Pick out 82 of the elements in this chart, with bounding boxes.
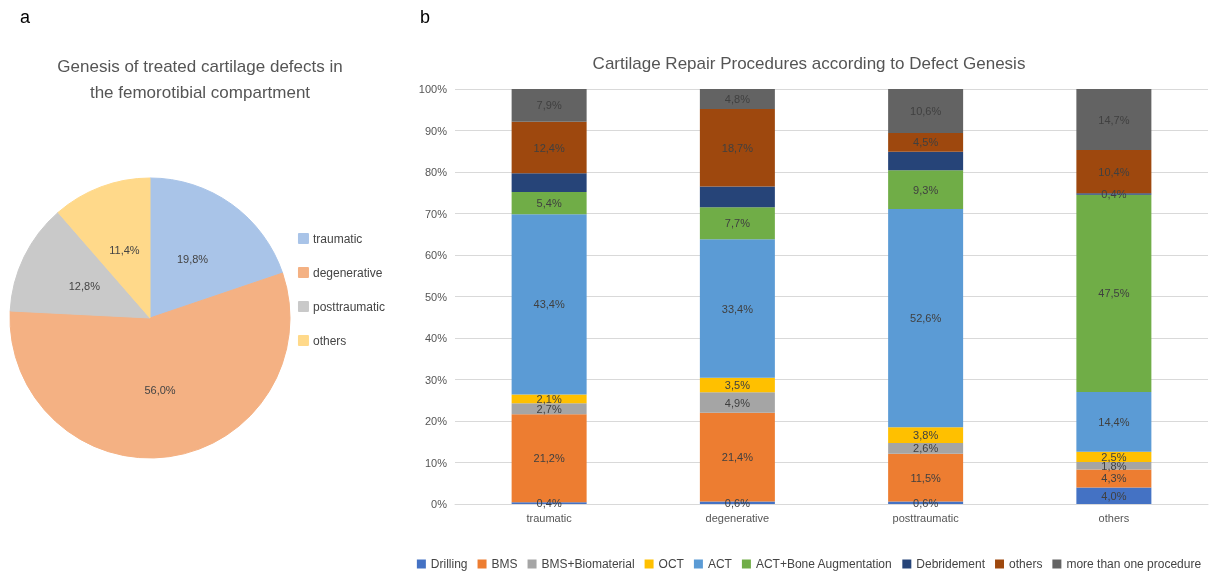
bar — [1076, 89, 1152, 151]
bar — [699, 239, 775, 378]
bar — [1076, 391, 1152, 452]
bar — [888, 208, 964, 428]
data-label: 7,7% — [724, 217, 751, 230]
bar — [699, 186, 775, 208]
bar — [888, 89, 964, 133]
data-label: 5,4% — [536, 197, 562, 210]
data-label: 12,8% — [68, 280, 101, 293]
y-tick-label: 80% — [424, 166, 448, 178]
data-label: 4,5% — [913, 136, 939, 149]
y-tick-label: 100% — [418, 83, 448, 95]
legend-label: BMS+Biomaterial — [541, 557, 635, 571]
legend-label: posttraumatic — [312, 299, 385, 314]
bar — [511, 121, 587, 174]
chart-title: Genesis of treated cartilage defects in the femorotibial compartment — [57, 56, 343, 102]
bar — [888, 427, 964, 443]
bar — [511, 173, 587, 192]
data-label: 18,7% — [721, 141, 754, 154]
chart-title: Cartilage Repair Procedures according to Defect Genesis — [592, 54, 1026, 73]
legend-label: traumatic — [312, 231, 363, 246]
bar — [888, 170, 964, 209]
data-label: 43,4% — [533, 298, 565, 311]
x-tick-label: degenerative — [705, 511, 770, 524]
data-label: 56,0% — [144, 384, 176, 397]
bar — [511, 214, 587, 395]
legend-label: Debridement — [916, 557, 986, 571]
legend-label: others — [1009, 557, 1043, 571]
data-label: 10,4% — [1098, 165, 1130, 178]
bar — [888, 151, 964, 171]
data-label: 4,0% — [1101, 489, 1127, 502]
data-label: 12,4% — [533, 141, 565, 154]
x-tick-label: others — [1098, 511, 1130, 524]
bar — [1076, 487, 1152, 504]
data-label: 11,4% — [109, 243, 140, 256]
legend-label: OCT — [658, 557, 685, 571]
legend-label: Drilling — [430, 557, 468, 571]
data-label: 0,4% — [1101, 187, 1127, 200]
bar — [699, 207, 775, 240]
data-label: 2,6% — [913, 442, 939, 455]
data-label: 0,6% — [724, 496, 751, 509]
bar — [888, 132, 964, 152]
data-label: 11,5% — [910, 471, 942, 484]
legend-label: others — [312, 333, 347, 348]
y-tick-label: 90% — [424, 124, 448, 137]
data-label: 9,3% — [913, 183, 939, 196]
y-tick-label: 40% — [424, 332, 448, 344]
data-label: 52,6% — [910, 312, 942, 325]
text: a — [20, 7, 31, 27]
data-label: 0,4% — [536, 497, 562, 510]
text: b — [420, 7, 431, 27]
legend-label: BMS — [491, 557, 518, 571]
data-label: 4,3% — [1101, 472, 1127, 485]
data-label: 4,9% — [724, 396, 751, 409]
data-label: 3,5% — [724, 379, 751, 392]
data-label: 21,4% — [721, 451, 754, 464]
data-label: 14,4% — [1098, 415, 1130, 428]
y-tick-label: 70% — [424, 207, 448, 220]
data-label: 3,8% — [913, 429, 939, 442]
y-tick-label: 0% — [431, 498, 448, 510]
bar — [511, 89, 587, 122]
y-tick-label: 10% — [424, 456, 448, 469]
legend-label: degenerative — [312, 265, 383, 280]
legend-label: ACT — [707, 557, 733, 571]
data-label: 0,6% — [913, 496, 939, 509]
legend-label: more than one procedure — [1066, 557, 1202, 571]
data-label: 2,1% — [536, 392, 562, 405]
bar — [699, 108, 775, 187]
y-tick-label: 60% — [424, 249, 448, 261]
bar — [699, 89, 775, 109]
y-tick-label: 30% — [424, 373, 448, 386]
x-tick-label: traumatic — [526, 511, 573, 524]
data-label: 47,5% — [1098, 287, 1130, 300]
y-tick-label: 50% — [424, 290, 448, 303]
data-label: 33,4% — [721, 302, 754, 315]
bar — [511, 191, 587, 215]
data-label: 19,8% — [176, 252, 209, 265]
data-label: 21,2% — [533, 452, 565, 465]
y-tick-label: 20% — [424, 415, 448, 427]
bar — [699, 392, 775, 413]
legend-label: ACT+Bone Augmentation — [755, 557, 892, 571]
x-tick-label: posttraumatic — [892, 511, 960, 524]
